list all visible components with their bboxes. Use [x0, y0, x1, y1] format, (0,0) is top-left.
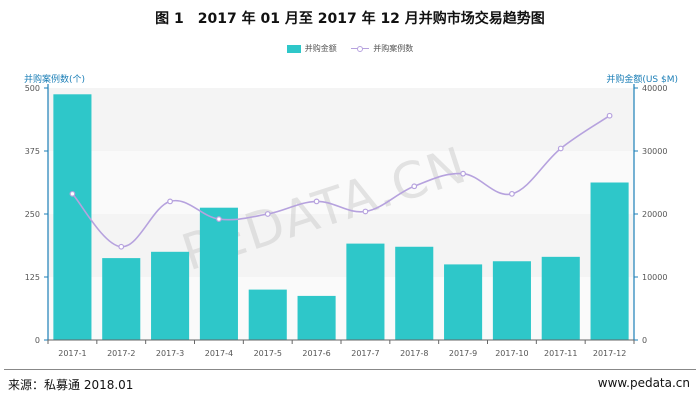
- left-tick-label: 0: [35, 336, 40, 345]
- legend-item-bar[interactable]: 并购金额: [286, 43, 337, 54]
- grid-band: [48, 214, 634, 277]
- x-tick-label: 2017-2: [107, 349, 135, 358]
- legend-label-line: 并购案例数: [373, 44, 414, 53]
- line-point: [411, 183, 418, 190]
- left-tick-label: 125: [25, 273, 40, 282]
- line-point: [313, 198, 320, 205]
- source-text: 来源：私募通 2018.01: [8, 378, 134, 392]
- x-tick-label: 2017-10: [495, 349, 528, 358]
- x-tick-label: 2017-4: [205, 349, 233, 358]
- x-tick-label: 2017-11: [544, 349, 577, 358]
- bar: [151, 251, 190, 340]
- line-point: [362, 208, 369, 215]
- x-tick-label: 2017-7: [351, 349, 379, 358]
- x-tick-label: 2017-12: [593, 349, 626, 358]
- bar: [395, 246, 434, 340]
- grid-band: [48, 151, 634, 214]
- legend-label-bar: 并购金额: [304, 44, 337, 53]
- bar: [541, 256, 580, 340]
- x-tick-label: 2017-5: [254, 349, 282, 358]
- bar: [199, 207, 238, 340]
- bar: [297, 295, 336, 340]
- legend-swatch-bar: [286, 44, 301, 53]
- right-axis-title: 并购金额(US $M): [606, 75, 678, 85]
- bar: [346, 243, 385, 340]
- website-text: www.pedata.cn: [597, 376, 690, 390]
- x-tick-label: 2017-9: [449, 349, 477, 358]
- bar: [102, 258, 141, 340]
- chart-title: 图 1 2017 年 01 月至 2017 年 12 月并购市场交易趋势图: [155, 11, 545, 27]
- line-point: [460, 170, 466, 177]
- left-tick-label: 250: [25, 210, 40, 219]
- right-tick-label: 0: [642, 336, 647, 345]
- line-point: [264, 211, 271, 217]
- series-line: [71, 115, 611, 248]
- x-tick-label: 2017-8: [400, 349, 428, 358]
- line-point: [69, 190, 76, 197]
- right-tick-label: 10000: [642, 273, 667, 282]
- bar: [492, 261, 531, 340]
- line-point: [167, 198, 173, 205]
- bar: [248, 289, 287, 340]
- line-point: [509, 190, 515, 197]
- line-point: [606, 112, 613, 119]
- legend-swatch-line: [351, 45, 370, 53]
- legend-item-line[interactable]: 并购案例数: [351, 43, 413, 54]
- x-tick-label: 2017-1: [58, 349, 86, 358]
- grid-band: [48, 88, 634, 151]
- left-axis-title: 并购案例数(个): [24, 75, 86, 85]
- legend: 并购金额 并购案例数: [0, 43, 700, 55]
- bar: [444, 264, 483, 340]
- left-tick-label: 500: [25, 84, 40, 93]
- footer-divider: [4, 369, 696, 370]
- x-tick-label: 2017-3: [156, 349, 184, 358]
- bar: [53, 94, 92, 340]
- x-tick-label: 2017-6: [302, 349, 330, 358]
- chart-canvas: PEDATA.CN0125250375500010000200003000040…: [25, 84, 667, 358]
- grid-band: [48, 277, 634, 340]
- right-tick-label: 20000: [642, 210, 667, 219]
- line-point: [557, 145, 564, 152]
- line-point: [216, 216, 222, 222]
- right-tick-label: 30000: [642, 147, 667, 156]
- bar: [590, 182, 629, 340]
- line-point: [118, 243, 125, 250]
- right-tick-label: 40000: [642, 84, 667, 93]
- left-tick-label: 375: [25, 147, 40, 156]
